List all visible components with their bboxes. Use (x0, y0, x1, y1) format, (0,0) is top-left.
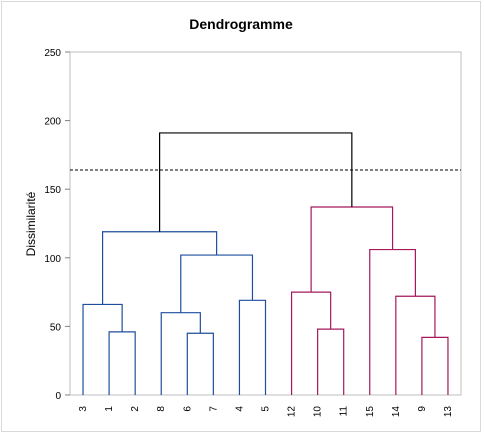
x-tick-label: 14 (391, 406, 402, 418)
x-tick-label: 15 (365, 406, 376, 418)
x-tick-label: 5 (261, 406, 272, 412)
x-tick-label: 9 (417, 406, 428, 412)
dendrogram-link (290, 291, 332, 395)
dendrogram-link (421, 336, 449, 395)
dendrogram-link (101, 231, 218, 305)
x-tick-label: 1 (104, 406, 115, 412)
x-tick-label: 11 (339, 406, 350, 417)
x-tick-label: 13 (443, 406, 454, 418)
x-tick-label: 3 (78, 406, 89, 412)
x-tick-label: 4 (234, 406, 245, 412)
y-axis-title: Dissimilarité (24, 191, 38, 256)
chart-title: Dendrogramme (189, 16, 293, 32)
x-tick-label: 2 (130, 406, 141, 412)
dendrogram-link (186, 332, 214, 395)
y-tick-label: 100 (44, 254, 61, 265)
dendrogram-link (108, 331, 136, 395)
dendrogram-link (82, 303, 123, 395)
dendrogram-link (369, 248, 416, 395)
y-tick-label: 200 (44, 117, 61, 128)
dendrogram-link (180, 254, 254, 313)
y-tick-label: 150 (44, 185, 61, 196)
x-tick-label: 12 (287, 406, 298, 418)
dendrogram-link (317, 328, 345, 395)
x-tick-label: 8 (156, 406, 167, 412)
dendrogram-link (395, 295, 436, 395)
x-tick-label: 10 (313, 406, 324, 418)
y-tick-label: 0 (55, 391, 61, 402)
y-tick-label: 250 (44, 48, 61, 59)
x-tick-label: 7 (208, 406, 219, 412)
dendrogram-link (238, 299, 267, 395)
x-tick-label: 6 (182, 406, 193, 412)
dendrogram-link (160, 312, 201, 395)
y-tick-label: 50 (50, 322, 62, 333)
dendrogram-link (159, 132, 353, 232)
